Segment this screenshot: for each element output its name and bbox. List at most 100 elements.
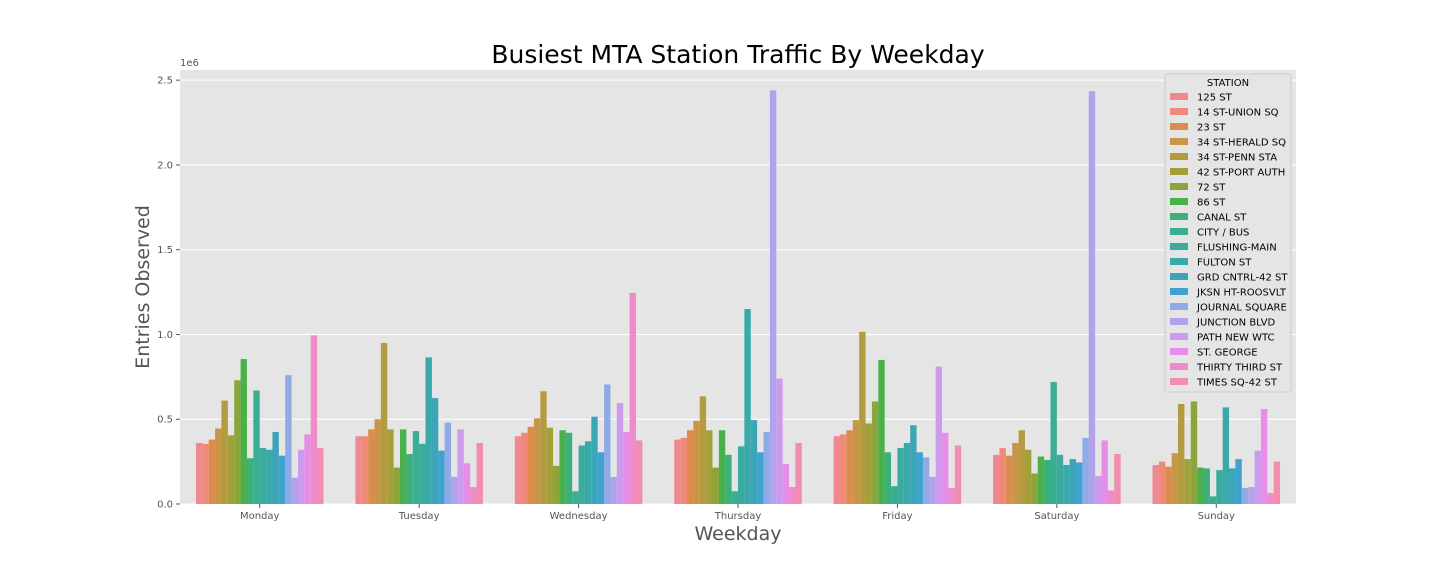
bar bbox=[1267, 492, 1274, 504]
bar bbox=[1050, 381, 1057, 504]
bar bbox=[916, 452, 923, 504]
legend-swatch bbox=[1170, 318, 1188, 325]
bar bbox=[1229, 468, 1236, 504]
bar bbox=[1088, 91, 1096, 504]
bar bbox=[272, 431, 279, 504]
bar bbox=[1152, 465, 1159, 504]
bar bbox=[1037, 456, 1045, 504]
bar bbox=[769, 90, 777, 504]
bar bbox=[910, 425, 917, 504]
bar bbox=[878, 359, 885, 504]
y-tick-label: 2.5 bbox=[157, 76, 173, 87]
bar bbox=[1012, 442, 1019, 504]
bar bbox=[782, 464, 790, 504]
x-tick-label: Monday bbox=[240, 511, 280, 522]
y-axis-label: Entries Observed bbox=[132, 205, 154, 369]
bar bbox=[1260, 409, 1268, 504]
bar bbox=[712, 467, 719, 504]
bar bbox=[400, 429, 407, 504]
legend-entry: 34 ST-PENN STA bbox=[1197, 153, 1277, 164]
bar bbox=[604, 384, 611, 504]
bar bbox=[1018, 430, 1025, 504]
bar bbox=[948, 487, 955, 504]
legend-swatch bbox=[1170, 288, 1188, 295]
x-axis-label: Weekday bbox=[694, 523, 781, 545]
bar bbox=[725, 454, 732, 504]
bar bbox=[591, 416, 598, 504]
bar bbox=[763, 431, 770, 504]
bar bbox=[444, 422, 452, 505]
bar bbox=[1273, 461, 1281, 504]
bar bbox=[706, 430, 713, 504]
legend-swatch bbox=[1170, 333, 1188, 340]
bar bbox=[476, 442, 483, 504]
bar bbox=[757, 452, 764, 504]
bar bbox=[278, 455, 286, 504]
legend-entry: ST. GEORGE bbox=[1197, 348, 1258, 359]
bar bbox=[559, 430, 566, 504]
bar bbox=[616, 403, 624, 504]
legend-entry: 72 ST bbox=[1197, 183, 1226, 194]
bar bbox=[1101, 440, 1108, 504]
bar bbox=[1044, 459, 1051, 504]
bar bbox=[195, 442, 203, 504]
legend-swatch bbox=[1170, 378, 1188, 385]
bar bbox=[1069, 459, 1076, 504]
bar bbox=[597, 452, 605, 504]
legend-swatch bbox=[1170, 108, 1188, 115]
bar bbox=[317, 448, 324, 504]
bar bbox=[527, 426, 534, 504]
bar bbox=[285, 375, 292, 504]
bar bbox=[871, 401, 879, 504]
legend-entry: 86 ST bbox=[1197, 198, 1226, 209]
bar bbox=[674, 439, 681, 504]
bar bbox=[840, 434, 847, 504]
bar bbox=[406, 453, 413, 504]
bar bbox=[521, 432, 528, 504]
bar bbox=[368, 429, 375, 504]
bar bbox=[1031, 473, 1038, 504]
legend-swatch bbox=[1170, 273, 1188, 280]
bar bbox=[1203, 468, 1210, 504]
legend-box bbox=[1164, 73, 1292, 393]
bar bbox=[686, 430, 694, 504]
legend-entry: TIMES SQ-42 ST bbox=[1196, 378, 1278, 389]
y-offset-label: 1e6 bbox=[180, 58, 199, 69]
x-tick-label: Wednesday bbox=[550, 511, 608, 522]
x-tick-label: Sunday bbox=[1198, 511, 1235, 522]
bar bbox=[234, 380, 241, 504]
bar bbox=[865, 423, 872, 504]
bar bbox=[1222, 407, 1230, 504]
x-axis: Monday Tuesday Wednesday Thursday Friday Satu… bbox=[240, 504, 1235, 522]
legend-swatch bbox=[1170, 363, 1188, 370]
legend-entry: 125 ST bbox=[1197, 93, 1233, 104]
bar bbox=[1024, 449, 1032, 504]
bar bbox=[514, 436, 522, 504]
x-tick-label: Thursday bbox=[714, 511, 762, 522]
bar bbox=[903, 442, 911, 504]
bar bbox=[1075, 462, 1083, 504]
y-axis: 0.0 0.5 1.0 1.5 2.0 2.5 bbox=[157, 76, 180, 511]
bar bbox=[1178, 403, 1185, 504]
bar bbox=[361, 436, 369, 504]
bar bbox=[929, 476, 936, 505]
bar bbox=[833, 436, 841, 504]
legend-swatch bbox=[1170, 213, 1188, 220]
bar bbox=[776, 378, 783, 504]
bar bbox=[565, 432, 573, 504]
bar bbox=[355, 436, 362, 504]
bar bbox=[693, 420, 700, 504]
bar bbox=[993, 454, 1000, 504]
bars bbox=[195, 90, 1281, 505]
legend-entry: 23 ST bbox=[1197, 123, 1226, 134]
bar bbox=[246, 458, 254, 504]
bar bbox=[259, 448, 267, 504]
legend-swatch bbox=[1170, 183, 1188, 190]
legend-entry: 34 ST-HERALD SQ bbox=[1197, 138, 1286, 149]
legend-entry: 42 ST-PORT AUTH bbox=[1197, 168, 1285, 179]
chart-title: Busiest MTA Station Traffic By Weekday bbox=[491, 40, 985, 69]
bar bbox=[852, 420, 860, 504]
y-tick-label: 0.0 bbox=[157, 500, 173, 511]
bar bbox=[1158, 461, 1166, 504]
legend-entry: FLUSHING-MAIN bbox=[1197, 243, 1277, 254]
